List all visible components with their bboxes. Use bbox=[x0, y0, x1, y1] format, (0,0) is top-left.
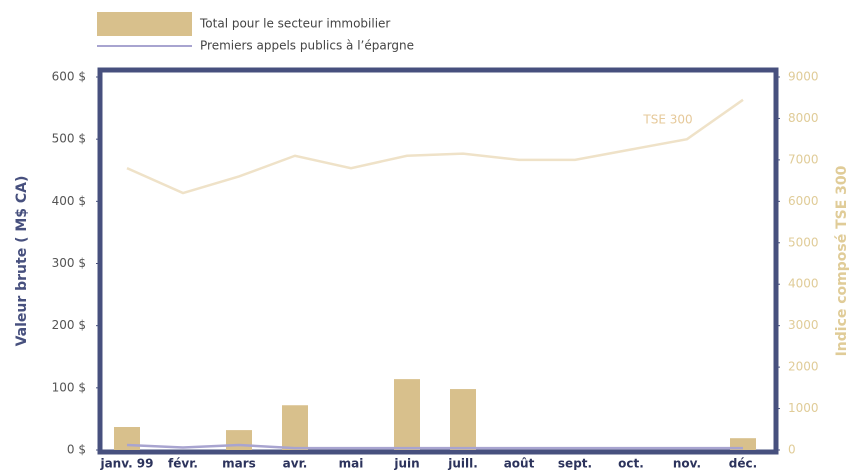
x-tick-label: août bbox=[504, 457, 535, 471]
line bbox=[126, 98, 744, 195]
x-tick-label: mai bbox=[339, 457, 364, 471]
x-tick-label: avr. bbox=[283, 457, 308, 471]
y2-tick-label: 0 bbox=[788, 443, 796, 457]
y2-tick-label: 8000 bbox=[788, 111, 819, 125]
y2-tick-label: 3000 bbox=[788, 318, 819, 332]
bar bbox=[730, 438, 756, 450]
x-tick-label: juill. bbox=[447, 457, 478, 471]
line bbox=[126, 443, 743, 450]
y-tick-label: 400 $ bbox=[52, 194, 86, 208]
legend-label: Total pour le secteur immobilier bbox=[199, 17, 390, 31]
y2-tick-label: 4000 bbox=[788, 277, 819, 291]
y2-tick-label: 1000 bbox=[788, 401, 819, 415]
x-tick-label: oct. bbox=[618, 457, 644, 471]
annotation: TSE 300 bbox=[642, 113, 692, 127]
y2-tick-label: 6000 bbox=[788, 194, 819, 208]
y-axis-title: Valeur brute ( M$ CA) bbox=[14, 176, 30, 347]
bar bbox=[394, 379, 420, 450]
bar bbox=[450, 389, 476, 450]
x-tick-label: févr. bbox=[168, 457, 198, 471]
x-tick-label: déc. bbox=[729, 457, 757, 471]
x-tick-label: janv. 99 bbox=[99, 457, 153, 471]
plot-frame bbox=[97, 67, 779, 455]
y2-tick-label: 2000 bbox=[788, 360, 819, 374]
y2-tick-label: 5000 bbox=[788, 235, 819, 249]
y-tick-label: 100 $ bbox=[52, 380, 86, 394]
y2-tick-label: 9000 bbox=[788, 70, 819, 84]
y-tick-label: 0 $ bbox=[67, 443, 86, 457]
x-tick-label: juin bbox=[393, 457, 419, 471]
x-tick-label: nov. bbox=[673, 457, 701, 471]
y-tick-label: 200 $ bbox=[52, 318, 86, 332]
y2-axis-title: Indice composé TSE 300 bbox=[834, 165, 850, 356]
x-tick-label: sept. bbox=[558, 457, 592, 471]
legend-swatch bbox=[97, 12, 192, 36]
y-tick-label: 500 $ bbox=[52, 132, 86, 146]
bar bbox=[282, 405, 308, 450]
x-tick-label: mars bbox=[222, 457, 256, 471]
y-tick-label: 600 $ bbox=[52, 70, 86, 84]
bar bbox=[226, 430, 252, 450]
y2-tick-label: 7000 bbox=[788, 152, 819, 166]
legend-label: Premiers appels publics à l’épargne bbox=[200, 39, 414, 53]
y-tick-label: 300 $ bbox=[52, 256, 86, 270]
